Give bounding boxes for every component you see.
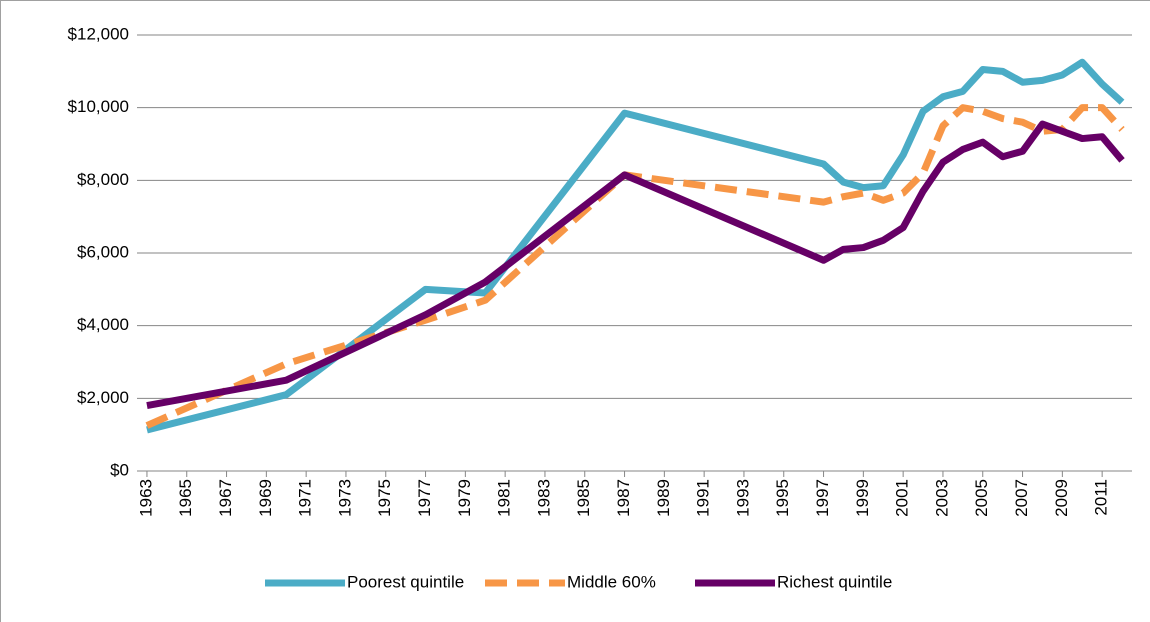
x-tick-label: 2007 (1012, 479, 1031, 517)
y-tick-label: $4,000 (77, 315, 129, 334)
y-tick-label: $8,000 (77, 170, 129, 189)
x-tick-label: 2005 (972, 479, 991, 517)
x-tick-label: 1981 (495, 479, 514, 517)
x-tick-label: 1969 (256, 479, 275, 517)
y-tick-label: $2,000 (77, 388, 129, 407)
x-tick-label: 1965 (176, 479, 195, 517)
x-tick-label: 1993 (733, 479, 752, 517)
x-tick-label: 1997 (813, 479, 832, 517)
x-tick-label: 1977 (415, 479, 434, 517)
x-tick-label: 1963 (136, 479, 155, 517)
x-tick-label: 1975 (375, 479, 394, 517)
x-tick-label: 1967 (216, 479, 235, 517)
x-tick-label: 2001 (893, 479, 912, 517)
x-tick-label: 1987 (614, 479, 633, 517)
x-tick-label: 1989 (654, 479, 673, 517)
x-tick-label: 2011 (1092, 479, 1111, 516)
x-tick-label: 1985 (574, 479, 593, 517)
x-tick-label: 1995 (773, 479, 792, 517)
x-tick-label: 1983 (534, 479, 553, 517)
x-tick-label: 1971 (296, 479, 315, 517)
x-tick-label: 2009 (1052, 479, 1071, 517)
y-tick-label: $0 (110, 460, 129, 479)
x-tick-label: 1973 (335, 479, 354, 517)
data-line (146, 58, 1125, 434)
x-tick-label: 1979 (455, 479, 474, 517)
y-tick-label: $6,000 (77, 242, 129, 261)
legend-label: Middle 60% (567, 572, 656, 591)
legend-label: Richest quintile (777, 572, 892, 591)
data-line (146, 120, 1125, 410)
x-tick-label: 1991 (694, 479, 713, 517)
y-tick-label: $12,000 (68, 24, 129, 43)
x-tick-label: 1999 (853, 479, 872, 517)
x-tick-label: 2003 (932, 479, 951, 517)
legend-label: Poorest quintile (347, 572, 464, 591)
y-tick-label: $10,000 (68, 97, 129, 116)
